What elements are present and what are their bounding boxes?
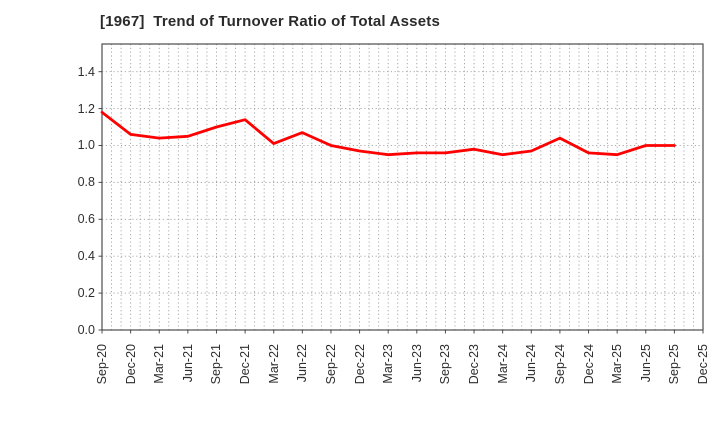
- x-axis-tick-label: Mar-23: [381, 344, 396, 384]
- x-axis-tick-label: Sep-25: [667, 344, 682, 385]
- x-axis-tick-label: Jun-24: [524, 344, 539, 383]
- x-axis-tick-label: Dec-24: [581, 344, 596, 385]
- chart-title: [1967] Trend of Turnover Ratio of Total …: [100, 13, 441, 30]
- x-axis-tick-label: Sep-20: [95, 344, 109, 385]
- plot-frame: [101, 43, 704, 331]
- y-axis-tick-label: 1.2: [77, 101, 95, 116]
- y-axis-tick-label: 0.0: [77, 323, 95, 337]
- y-axis-tick-label: 1.4: [77, 64, 95, 79]
- x-axis-tick-label: Mar-25: [610, 344, 625, 384]
- x-axis-tick-label: Jun-21: [180, 344, 195, 383]
- x-axis-tick-label: Jun-25: [638, 344, 653, 383]
- y-axis-tick-label: 0.2: [77, 286, 95, 301]
- x-axis-tick-label: Sep-22: [323, 344, 338, 385]
- y-axis-tick-label: 0.4: [77, 249, 95, 264]
- x-axis-tick-label: Jun-22: [295, 344, 310, 383]
- x-axis-tick-label: Dec-23: [467, 344, 482, 385]
- y-axis-tick-label: 0.8: [77, 175, 95, 190]
- x-axis-tick-label: Dec-20: [123, 344, 138, 385]
- y-axis-tick-label: 1.0: [77, 138, 95, 153]
- x-axis-tick-label: Dec-25: [696, 344, 710, 385]
- x-axis-tick-label: Sep-24: [552, 344, 567, 385]
- x-axis-tick-label: Mar-22: [266, 344, 281, 384]
- series-line: [100, 110, 676, 157]
- x-axis-tick-label: Mar-24: [495, 344, 510, 384]
- x-axis-tick-label: Dec-22: [352, 344, 367, 385]
- x-axis-tick-label: Dec-21: [238, 344, 253, 385]
- x-axis-tick-label: Jun-23: [409, 344, 424, 383]
- x-axis-tick-label: Sep-21: [209, 344, 224, 385]
- x-axis-tick-label: Sep-23: [438, 344, 453, 385]
- y-axis-tick-label: 0.6: [77, 212, 95, 227]
- x-axis-tick-label: Mar-21: [152, 344, 167, 384]
